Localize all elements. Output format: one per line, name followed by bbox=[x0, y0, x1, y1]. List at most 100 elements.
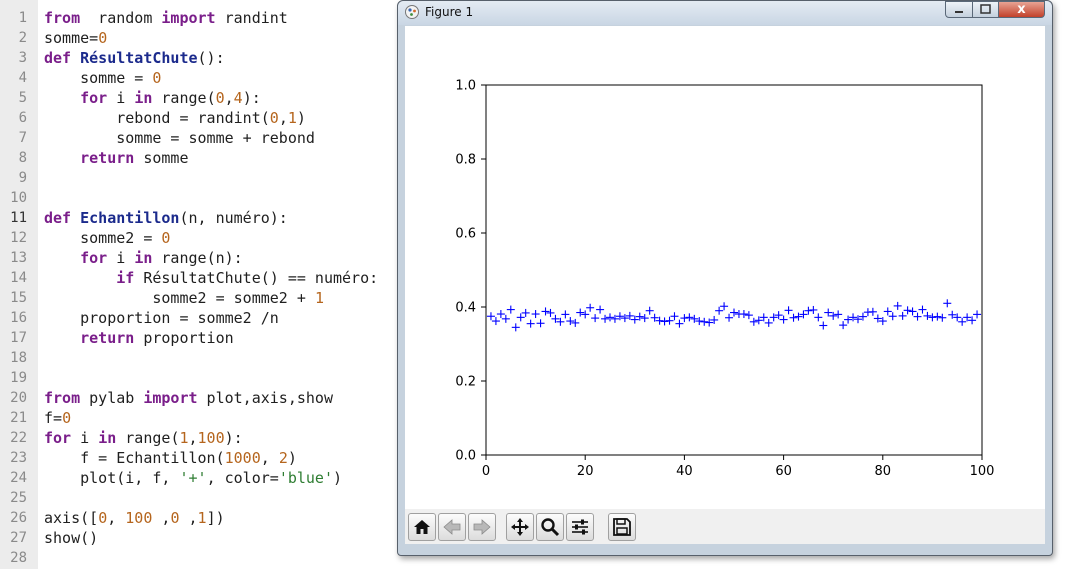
data-point bbox=[898, 311, 907, 320]
data-point bbox=[606, 313, 614, 322]
code-line[interactable]: 6 rebond = randint(0,1) bbox=[0, 108, 1073, 128]
code-token: range bbox=[161, 249, 207, 267]
data-point bbox=[700, 317, 709, 326]
code-line[interactable]: 21 f=0 bbox=[0, 408, 1073, 428]
code-token: import bbox=[161, 9, 216, 27]
code-line[interactable]: 13 for i in range(n): bbox=[0, 248, 1073, 268]
code-line[interactable]: 12 somme2 = 0 bbox=[0, 228, 1073, 248]
close-button[interactable]: x bbox=[998, 1, 1045, 18]
data-point bbox=[486, 312, 495, 321]
data-point bbox=[888, 312, 897, 321]
back-button[interactable] bbox=[438, 513, 466, 541]
code-token: if bbox=[116, 269, 135, 287]
data-point bbox=[531, 310, 540, 319]
line-number: 18 bbox=[10, 350, 27, 366]
code-line[interactable]: 25 bbox=[0, 488, 1073, 508]
code-line[interactable]: 2 somme=0 bbox=[0, 28, 1073, 48]
data-point bbox=[635, 312, 644, 321]
zoom-button[interactable] bbox=[536, 513, 564, 541]
line-number: 9 bbox=[18, 170, 27, 186]
code-line[interactable]: 16 proportion = somme2 /n bbox=[0, 308, 1073, 328]
code-token: 1 bbox=[314, 289, 324, 307]
save-button[interactable] bbox=[608, 513, 636, 541]
code-line[interactable]: 3 def RésultatChute(): bbox=[0, 48, 1073, 68]
code-line[interactable]: 10 bbox=[0, 188, 1073, 208]
code-token: ) bbox=[333, 469, 343, 487]
code-token bbox=[71, 209, 80, 227]
data-point bbox=[799, 310, 808, 319]
figure-window[interactable]: Figure 1 x 0.0 0.2 0.4 0.6 0.8 1.0 0 20 40 60 80 1… bbox=[397, 0, 1053, 556]
code-line[interactable]: 18 bbox=[0, 348, 1073, 368]
data-point bbox=[878, 317, 887, 326]
data-point bbox=[695, 317, 704, 326]
code-line[interactable]: 17 return proportion bbox=[0, 328, 1073, 348]
code-line[interactable]: 4 somme = 0 bbox=[0, 68, 1073, 88]
code-token: 'blue' bbox=[278, 469, 333, 487]
code-text: show() bbox=[44, 528, 98, 548]
data-point bbox=[551, 314, 560, 323]
forward-button[interactable] bbox=[468, 513, 496, 541]
home-button[interactable] bbox=[408, 513, 436, 541]
data-point bbox=[586, 303, 595, 312]
maximize-button[interactable] bbox=[972, 1, 999, 18]
code-token: 1 bbox=[287, 109, 297, 127]
line-number: 4 bbox=[18, 70, 27, 86]
code-token bbox=[71, 49, 80, 67]
data-point bbox=[903, 306, 912, 315]
data-point bbox=[754, 316, 763, 325]
code-line[interactable]: 26 axis([0, 100 ,0 ,1]) bbox=[0, 508, 1073, 528]
code-line[interactable]: 22 for i in range(1,100): bbox=[0, 428, 1073, 448]
code-line[interactable]: 28 bbox=[0, 548, 1073, 568]
pan-icon bbox=[511, 518, 529, 536]
code-text: for i in range(0,4): bbox=[44, 88, 261, 108]
minimize-button[interactable] bbox=[945, 1, 973, 18]
code-line[interactable]: 19 bbox=[0, 368, 1073, 388]
pan-button[interactable] bbox=[506, 513, 534, 541]
code-token: somme2 = bbox=[44, 229, 162, 247]
x-tick-label: 60 bbox=[775, 464, 792, 479]
y-tick-label: 0.6 bbox=[455, 227, 476, 242]
code-line[interactable]: 15 somme2 = somme2 + 1 bbox=[0, 288, 1073, 308]
code-token: axis([ bbox=[44, 509, 99, 527]
line-number: 16 bbox=[10, 310, 27, 326]
code-line[interactable]: 23 f = Echantillon(1000, 2) bbox=[0, 448, 1073, 468]
code-token: 2 bbox=[278, 449, 288, 467]
code-token: in bbox=[134, 249, 153, 267]
data-point bbox=[824, 308, 833, 317]
code-text: proportion = somme2 /n bbox=[44, 308, 279, 328]
code-token: 100 bbox=[125, 509, 153, 527]
code-line[interactable]: 20 from pylab import plot,axis,show bbox=[0, 388, 1073, 408]
code-token: range bbox=[125, 429, 171, 447]
code-line[interactable]: 14 if RésultatChute() == numéro: bbox=[0, 268, 1073, 288]
data-point bbox=[928, 313, 937, 322]
configure-subplots-button[interactable] bbox=[566, 513, 594, 541]
code-line[interactable]: 8 return somme bbox=[0, 148, 1073, 168]
data-point bbox=[685, 313, 694, 322]
data-point bbox=[968, 316, 977, 325]
y-tick-label: 0.2 bbox=[455, 375, 476, 390]
data-point bbox=[759, 313, 768, 322]
code-token: return bbox=[80, 329, 135, 347]
code-token: range bbox=[161, 89, 207, 107]
code-line[interactable]: 9 bbox=[0, 168, 1073, 188]
code-line[interactable]: 11 def Echantillon(n, numéro): bbox=[0, 208, 1073, 228]
scatter-plot[interactable]: 0.0 0.2 0.4 0.6 0.8 1.0 0 20 40 60 80 100 bbox=[405, 26, 1045, 509]
data-point bbox=[536, 319, 545, 328]
code-line[interactable]: 27 show() bbox=[0, 528, 1073, 548]
code-line[interactable]: 7 somme = somme + rebond bbox=[0, 128, 1073, 148]
line-number: 7 bbox=[18, 130, 27, 146]
line-number: 21 bbox=[10, 410, 27, 426]
code-token: , bbox=[152, 509, 171, 527]
code-line[interactable]: 5 for i in range(0,4): bbox=[0, 88, 1073, 108]
x-tick-label: 40 bbox=[676, 464, 693, 479]
code-token: ]) bbox=[206, 509, 225, 527]
line-number: 26 bbox=[10, 510, 27, 526]
window-titlebar[interactable]: Figure 1 x bbox=[398, 1, 1052, 25]
code-line[interactable]: 1 from random import randint bbox=[0, 8, 1073, 28]
data-point bbox=[769, 313, 778, 322]
data-point bbox=[576, 308, 585, 317]
data-point bbox=[615, 312, 624, 321]
code-token: somme2 = somme2 + bbox=[44, 289, 315, 307]
code-line[interactable]: 24 plot(i, f, '+', color='blue') bbox=[0, 468, 1073, 488]
x-tick-label: 20 bbox=[577, 464, 594, 479]
